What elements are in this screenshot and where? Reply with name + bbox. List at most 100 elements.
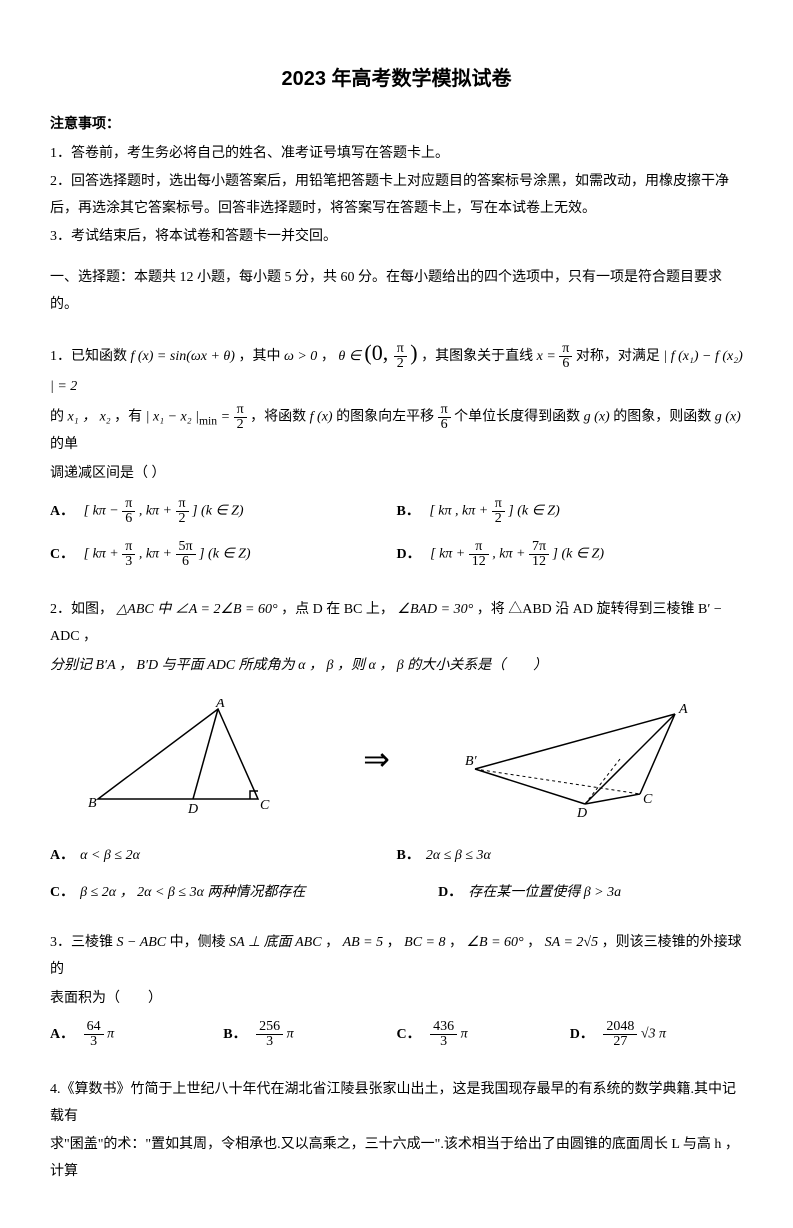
q1-gx: g (x) [584, 409, 610, 424]
q1-l2b: ，有 [114, 409, 146, 424]
q1-l2a: 的 [50, 409, 68, 424]
q1-d-r: ] (k ∈ Z) [553, 547, 604, 562]
q1-m4: 对称，对满足 [576, 349, 664, 364]
q3-choice-b: B． 2563 π [223, 1020, 396, 1049]
q1-l2c: ，将函数 [250, 409, 310, 424]
q1-theta-close: ) [410, 340, 417, 365]
q3-a-suf: π [107, 1027, 114, 1042]
q1-c-l: [ kπ + [84, 547, 123, 562]
q1-xline-den: 6 [559, 357, 572, 371]
q3-pre: 3．三棱锥 [50, 935, 117, 950]
q3-choice-a: A． 643 π [50, 1020, 223, 1049]
q1-choice-c: C． [ kπ + π3 , kπ + 5π6 ] (k ∈ Z) [50, 540, 397, 569]
q2-choice-b: B．2α ≤ β ≤ 3α [397, 843, 744, 870]
q1-a-n2: π [176, 497, 189, 512]
q1-l2f: 的图象，则函数 [613, 409, 715, 424]
question-1-line3: 调递减区间是（ ） [50, 461, 743, 488]
q1-b-l: [ kπ , kπ + [429, 504, 491, 519]
q1-d-n2: 7π [529, 540, 549, 555]
q1-theta-open: (0, [364, 340, 393, 365]
q2-l2: 分别记 B′A ， B′D 与平面 ADC 所成角为 α ， β ，则 α ， … [50, 658, 547, 673]
q2-t3: ∠BAD = 30° [397, 602, 473, 617]
q1-d-m: , kπ + [492, 547, 529, 562]
q1-l2g: 的单 [50, 437, 78, 452]
q1-c-d1: 3 [122, 555, 135, 569]
q3-m3: ， [387, 935, 405, 950]
q1-eq: = [221, 409, 234, 424]
q1-b-d: 2 [492, 512, 505, 526]
q1-xline-num: π [559, 342, 572, 357]
q1-fx: f (x) [310, 409, 333, 424]
q1-l2d: 的图象向左平移 [336, 409, 438, 424]
q2-left-B: B [88, 796, 97, 811]
q3-choice-d: D． 204827 √3 π [570, 1020, 743, 1049]
q1-a-n1: π [122, 497, 135, 512]
q2-figure-left: B D C A [88, 699, 288, 819]
q1-d-d1: 12 [469, 555, 489, 569]
q1-l2e: 个单位长度得到函数 [454, 409, 584, 424]
q3-c-suf: π [461, 1027, 468, 1042]
q2-left-D: D [187, 802, 198, 817]
q1-a-d2: 2 [176, 512, 189, 526]
q3-name: S − ABC [117, 935, 167, 950]
q1-pre: 1．已知函数 [50, 349, 131, 364]
q1-m3: ，其图象关于直线 [421, 349, 537, 364]
q2-left-A: A [215, 699, 225, 711]
q2-pre: 2．如图， [50, 602, 117, 617]
q1-choice-b: B． [ kπ , kπ + π2 ] (k ∈ Z) [397, 497, 744, 526]
q1-b-n: π [492, 497, 505, 512]
q1-a-m: , kπ + [139, 504, 176, 519]
q1-shift-num: π [438, 403, 451, 418]
q1-d-d2: 12 [529, 555, 549, 569]
q1-a-l: [ kπ − [84, 504, 123, 519]
q1-m1: ，其中 [238, 349, 284, 364]
q3-ab: AB = 5 [343, 935, 384, 950]
q1-xline-l: x = [537, 349, 560, 364]
q3-sa: SA = 2√5 [545, 935, 598, 950]
question-4-line1: 4.《算数书》竹简于上世纪八十年代在湖北省江陵县张家山出土，这是我国现存最早的有… [50, 1077, 743, 1130]
q1-min-frac: π 2 [234, 403, 247, 432]
q1-c-n1: π [122, 540, 135, 555]
q3-choice-c: C． 4363 π [397, 1020, 570, 1049]
q1-shift-frac: π 6 [438, 403, 451, 432]
q1-theta-frac: π 2 [394, 342, 407, 371]
q3-angb: ∠B = 60° [466, 935, 523, 950]
q1-choice-a: A． [ kπ − π6 , kπ + π2 ] (k ∈ Z) [50, 497, 397, 526]
q1-cond1: ω > 0 [284, 349, 317, 364]
q1-theta-num: π [394, 342, 407, 357]
q1-theta-l: θ ∈ [338, 349, 364, 364]
q1-c-m: , kπ + [139, 547, 176, 562]
q1-b-r: ] (k ∈ Z) [508, 504, 559, 519]
notice-3: 3．考试结束后，将本试卷和答题卡一并交回。 [50, 224, 743, 251]
q2-t2: ，点 D 在 BC 上， [281, 602, 397, 617]
q3-d-d: 27 [603, 1035, 637, 1049]
q2-choice-c: C．β ≤ 2α ， 2α < β ≤ 3α 两种情况都存在 [50, 880, 438, 907]
q1-choices: A． [ kπ − π6 , kπ + π2 ] (k ∈ Z) B． [ kπ… [50, 497, 743, 583]
q2-right-C: C [643, 792, 653, 807]
page-title: 2023 年高考数学模拟试卷 [50, 60, 743, 98]
q1-c-r: ] (k ∈ Z) [199, 547, 250, 562]
section-a-head: 一、选择题：本题共 12 小题，每小题 5 分，共 60 分。在每小题给出的四个… [50, 265, 743, 318]
question-3-line2: 表面积为（ ） [50, 986, 743, 1013]
question-1-line2: 的 x₁ ， x₂ ，有 | x₁ − x₂ |min = π 2 ，将函数 f… [50, 403, 743, 459]
q1-x1x2: x₁ ， x₂ [68, 409, 111, 424]
q1-minabs: | x₁ − x₂ | [146, 409, 199, 424]
notice-head: 注意事项： [50, 112, 743, 139]
q2-t1: △ABC 中 ∠A = 2∠B = 60° [117, 602, 278, 617]
q1-d-n1: π [469, 540, 489, 555]
figure-arrow-icon: ⇒ [363, 729, 390, 790]
q1-shift-den: 6 [438, 418, 451, 432]
q3-m5: ， [527, 935, 545, 950]
q1-gx2: g (x) [715, 409, 741, 424]
q1-d-l: [ kπ + [430, 547, 469, 562]
q2-c: β ≤ 2α ， 2α < β ≤ 3α 两种情况都存在 [80, 885, 305, 900]
notice-2: 2．回答选择题时，选出每小题答案后，用铅笔把答题卡上对应题目的答案标号涂黑，如需… [50, 169, 743, 222]
q3-c-d: 3 [430, 1035, 457, 1049]
q1-min-den: 2 [234, 418, 247, 432]
q2-right-A: A [678, 702, 688, 717]
q3-b-suf: π [287, 1027, 294, 1042]
q1-c-n2: 5π [176, 540, 196, 555]
q1-fn: f (x) = sin(ωx + θ) [131, 349, 235, 364]
q3-choices: A． 643 π B． 2563 π C． 4363 π D． 204827 √… [50, 1020, 743, 1063]
q1-theta-den: 2 [394, 357, 407, 371]
